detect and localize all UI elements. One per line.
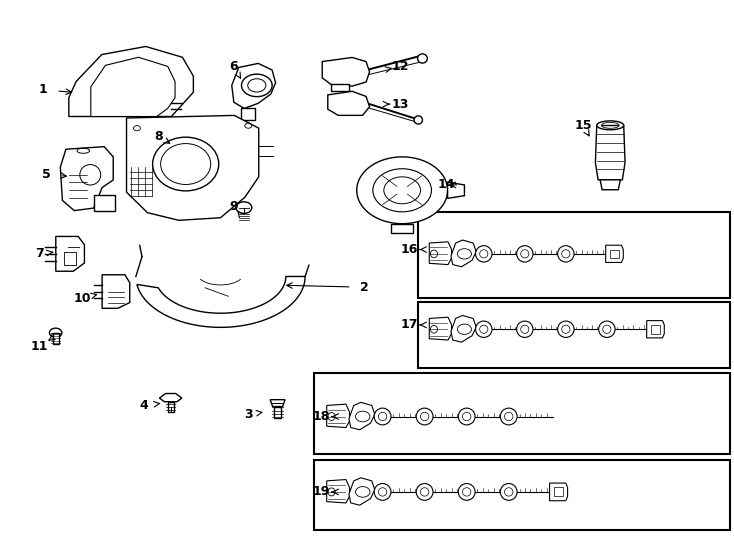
Text: 18: 18 <box>313 410 330 423</box>
Ellipse shape <box>458 408 475 425</box>
Bar <box>314 460 730 530</box>
Bar <box>167 402 174 412</box>
Ellipse shape <box>418 54 427 63</box>
Ellipse shape <box>374 408 391 425</box>
Polygon shape <box>451 315 476 342</box>
Ellipse shape <box>517 321 533 338</box>
Bar <box>314 374 730 454</box>
Polygon shape <box>69 46 193 117</box>
Polygon shape <box>241 109 255 120</box>
Text: 16: 16 <box>401 243 418 256</box>
Polygon shape <box>328 91 369 116</box>
Text: 11: 11 <box>31 340 48 353</box>
Text: 17: 17 <box>401 319 418 332</box>
Polygon shape <box>349 478 375 505</box>
Text: 8: 8 <box>154 130 162 143</box>
Text: 13: 13 <box>391 98 409 111</box>
Bar <box>611 249 619 258</box>
Text: 4: 4 <box>139 399 148 412</box>
Ellipse shape <box>476 321 492 338</box>
Polygon shape <box>606 245 623 262</box>
Text: 12: 12 <box>391 60 409 73</box>
Polygon shape <box>595 125 625 180</box>
Ellipse shape <box>416 408 433 425</box>
Bar <box>64 252 76 265</box>
Polygon shape <box>270 400 285 407</box>
Ellipse shape <box>501 483 517 500</box>
Polygon shape <box>550 483 567 501</box>
Bar <box>651 325 660 334</box>
Text: 14: 14 <box>437 178 455 191</box>
Polygon shape <box>647 321 664 338</box>
Bar <box>53 333 59 344</box>
Text: 1: 1 <box>39 83 48 96</box>
Text: 6: 6 <box>229 60 238 73</box>
Ellipse shape <box>414 116 423 124</box>
Polygon shape <box>102 275 130 308</box>
Polygon shape <box>429 317 451 340</box>
Polygon shape <box>327 480 349 503</box>
Text: 5: 5 <box>43 167 51 180</box>
Bar <box>331 84 349 91</box>
Bar <box>274 407 281 418</box>
Ellipse shape <box>374 483 391 500</box>
Polygon shape <box>448 182 465 198</box>
Text: 19: 19 <box>313 485 330 498</box>
Ellipse shape <box>558 321 574 338</box>
Ellipse shape <box>416 483 433 500</box>
Text: 10: 10 <box>74 292 92 305</box>
Ellipse shape <box>599 321 615 338</box>
Circle shape <box>236 202 252 213</box>
Text: 3: 3 <box>244 408 252 421</box>
Circle shape <box>49 328 62 338</box>
Polygon shape <box>60 147 113 211</box>
Ellipse shape <box>558 246 574 262</box>
Polygon shape <box>357 157 448 224</box>
Polygon shape <box>391 224 413 233</box>
Ellipse shape <box>458 483 475 500</box>
Polygon shape <box>126 116 259 220</box>
Bar <box>554 488 563 496</box>
Bar <box>418 302 730 368</box>
Polygon shape <box>91 57 175 117</box>
Polygon shape <box>159 394 182 402</box>
Polygon shape <box>232 63 275 109</box>
Ellipse shape <box>597 121 624 130</box>
Polygon shape <box>137 276 305 327</box>
Polygon shape <box>451 240 476 267</box>
Polygon shape <box>327 404 349 428</box>
Text: 9: 9 <box>229 200 238 213</box>
Text: 2: 2 <box>360 281 369 294</box>
Ellipse shape <box>517 246 533 262</box>
Ellipse shape <box>476 246 492 262</box>
Bar <box>94 195 115 211</box>
Polygon shape <box>429 242 451 265</box>
Polygon shape <box>600 180 620 190</box>
Polygon shape <box>349 402 375 430</box>
Text: 7: 7 <box>35 247 44 260</box>
Polygon shape <box>322 57 369 86</box>
Text: 15: 15 <box>575 119 592 132</box>
Polygon shape <box>56 237 84 271</box>
Bar <box>418 212 730 298</box>
Ellipse shape <box>501 408 517 425</box>
